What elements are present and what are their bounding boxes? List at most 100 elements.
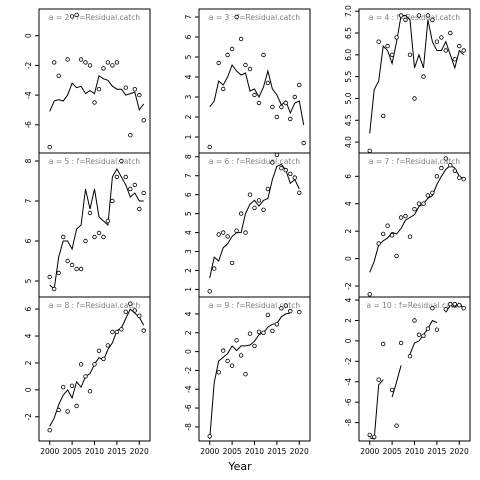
data-point (216, 370, 221, 375)
panel-frame (198, 296, 311, 442)
data-point (128, 186, 133, 192)
data-point (421, 74, 426, 79)
fitted-line (369, 379, 384, 440)
data-point (297, 309, 302, 315)
data-point (92, 100, 97, 105)
fitted-line (49, 308, 145, 427)
data-point (137, 313, 142, 318)
data-point (452, 168, 457, 173)
panels-group: a = 2 : f=Residual.catch -6 -4 -2 0 a = 5 : f… (24, 5, 471, 456)
data-point (243, 372, 248, 377)
data-point (69, 14, 75, 19)
panel-title: a = 5 : f=Residual.catch (49, 157, 140, 166)
data-point (252, 205, 257, 211)
data-point (372, 434, 377, 440)
data-point (78, 57, 84, 62)
y-tick-label: -6 (344, 398, 353, 406)
data-point (56, 73, 61, 78)
y-tick-label: -2 (184, 366, 193, 374)
data-point (434, 174, 440, 179)
data-point (114, 174, 120, 180)
data-point (225, 358, 230, 364)
y-tick-label: 0 (24, 33, 33, 38)
data-point (137, 92, 142, 98)
panel-5: a = 6 : f=Residual.catch 1 2 3 4 5 6 7 8 (184, 152, 311, 298)
y-tick-label: -8 (344, 419, 353, 427)
fitted-line (369, 15, 465, 134)
y-tick-label: -4 (24, 91, 33, 99)
data-point (141, 118, 146, 123)
panel-frame (358, 8, 471, 154)
data-point (92, 234, 97, 240)
data-point (119, 158, 124, 164)
data-point (83, 60, 88, 65)
data-point (434, 327, 440, 332)
x-tick-label: 2020 (450, 447, 469, 456)
data-point (47, 274, 52, 280)
data-point (283, 100, 288, 106)
x-tick-label: 2000 (200, 447, 219, 456)
data-point (407, 234, 413, 239)
panel-title: a = 4 : f=Residual.catch (369, 13, 460, 22)
data-point (288, 308, 293, 314)
y-tick-label: 3 (184, 249, 193, 254)
data-point (47, 144, 52, 150)
data-point (238, 211, 244, 216)
data-point (78, 362, 84, 367)
data-point (220, 86, 226, 92)
data-point (443, 48, 448, 53)
data-point (421, 333, 426, 338)
data-point (448, 301, 453, 307)
y-tick-label: 5 (184, 54, 193, 59)
data-point (243, 230, 248, 235)
data-point (87, 63, 93, 68)
data-point (461, 176, 466, 182)
data-point (74, 403, 79, 409)
data-point (216, 60, 221, 66)
data-point (274, 322, 280, 327)
y-tick-label: 6.5 (344, 27, 353, 39)
data-point (74, 12, 79, 18)
data-point (376, 39, 381, 44)
data-point (247, 66, 253, 72)
data-point (452, 301, 457, 307)
data-point (69, 383, 75, 388)
data-point (434, 39, 440, 44)
y-tick-label: 6 (184, 192, 193, 197)
data-point (279, 165, 284, 171)
data-point (265, 80, 271, 86)
panel-title: a = 10 : f=Residual.catch (366, 301, 462, 310)
data-point (220, 348, 226, 353)
data-point (132, 182, 137, 188)
y-tick-label: 6 (24, 307, 33, 312)
data-point (461, 48, 466, 53)
data-point (216, 232, 221, 237)
y-tick-label: -2 (344, 357, 353, 365)
data-point (425, 13, 431, 18)
data-point (385, 223, 390, 228)
data-point (279, 104, 284, 110)
y-tick-label: 1 (184, 134, 193, 139)
x-tick-label: 2020 (290, 447, 309, 456)
y-tick-label: 0 (24, 387, 33, 392)
panel-title: a = 9 : f=Residual.catch (209, 301, 300, 310)
data-point (443, 307, 448, 312)
data-point (207, 144, 212, 150)
data-point (367, 432, 372, 438)
panel-9: a = 10 : f=Residual.catch -8 -6 -4 -2 0 2 4 2000… (344, 296, 471, 456)
data-point (261, 207, 266, 212)
data-point (416, 13, 422, 18)
data-point (283, 167, 288, 173)
x-tick-label: 2010 (405, 447, 424, 456)
data-point (425, 193, 431, 198)
data-point (229, 363, 235, 368)
panel-2: a = 5 : f=Residual.catch 5 6 7 8 (24, 152, 151, 298)
data-point (288, 116, 293, 122)
data-point (247, 331, 253, 336)
y-tick-label: -8 (184, 423, 193, 431)
y-tick-label: 6.0 (344, 49, 353, 61)
x-tick-label: 2005 (223, 447, 242, 456)
panel-title: a = 8 : f=Residual.catch (49, 301, 140, 310)
data-point (229, 260, 235, 266)
